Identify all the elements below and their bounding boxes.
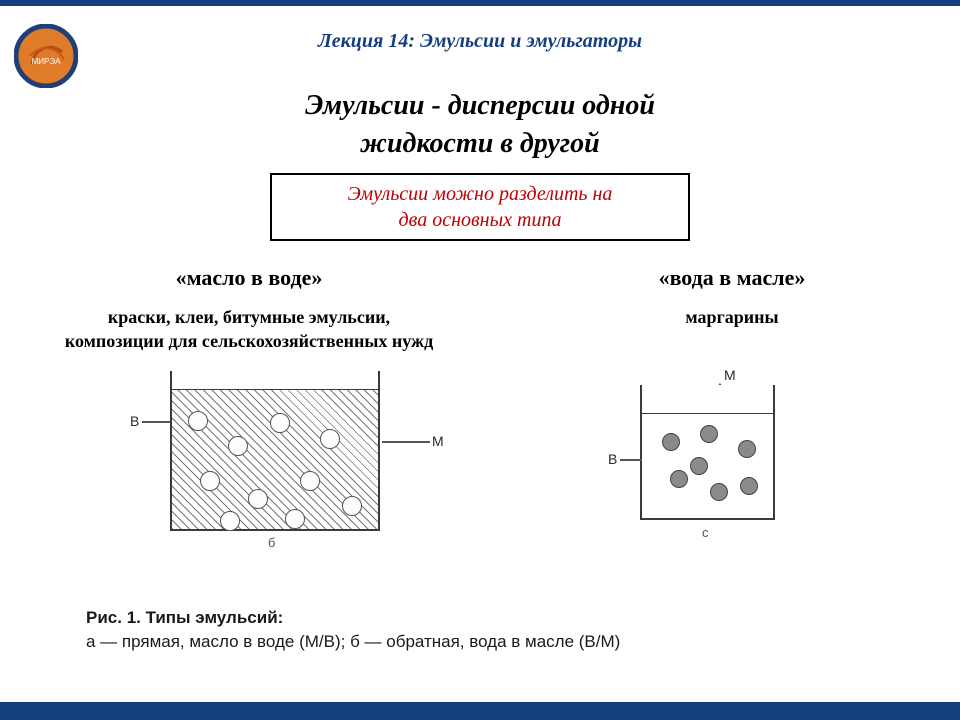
- page-number: 2: [939, 682, 948, 700]
- column-right-body: маргарины: [564, 305, 900, 329]
- column-right: «вода в масле» маргарины: [564, 265, 900, 354]
- leader-line: [382, 441, 430, 443]
- callout-line-1: Эмульсии можно разделить на: [348, 183, 613, 205]
- callout-line-2: два основных типа: [399, 209, 562, 231]
- liquid-surface: [642, 413, 773, 414]
- column-left-body: краски, клеи, битумные эмульсии, компози…: [60, 305, 438, 354]
- figure-caption: Рис. 1. Типы эмульсий: а — прямая, масло…: [86, 606, 620, 654]
- figure-area: В М б М В с: [0, 361, 960, 561]
- leader-line: [142, 421, 172, 423]
- column-right-heading: «вода в масле»: [564, 265, 900, 291]
- leader-line: [620, 459, 642, 461]
- callout-box: Эмульсии можно разделить на два основных…: [270, 173, 690, 241]
- figure-left-label-m: М: [432, 433, 444, 449]
- caption-body: а — прямая, масло в воде (М/В); б — обра…: [86, 632, 620, 651]
- figure-left-sublabel: б: [268, 535, 275, 550]
- callout-text: Эмульсии можно разделить на два основных…: [284, 181, 676, 233]
- figure-right-sublabel: с: [702, 525, 709, 540]
- figure-left-label-v: В: [130, 413, 139, 429]
- caption-head: Рис. 1. Типы эмульсий:: [86, 608, 283, 627]
- svg-text:МИРЭА: МИРЭА: [32, 57, 62, 66]
- lecture-title: Лекция 14: Эмульсии и эмульгаторы: [0, 6, 960, 53]
- main-title: Эмульсии - дисперсии одной жидкости в др…: [0, 87, 960, 163]
- figure-right-label-m: М: [724, 367, 736, 383]
- column-left: «масло в воде» краски, клеи, битумные эм…: [60, 265, 438, 354]
- title-line-1: Эмульсии - дисперсии одной: [305, 90, 655, 121]
- title-line-2: жидкости в другой: [360, 128, 599, 159]
- columns: «масло в воде» краски, клеи, битумные эм…: [0, 241, 960, 354]
- column-left-heading: «масло в воде»: [60, 265, 438, 291]
- slide: МИРЭА Лекция 14: Эмульсии и эмульгаторы …: [0, 0, 960, 720]
- figure-right-label-v: В: [608, 451, 617, 467]
- university-logo: МИРЭА: [14, 24, 78, 88]
